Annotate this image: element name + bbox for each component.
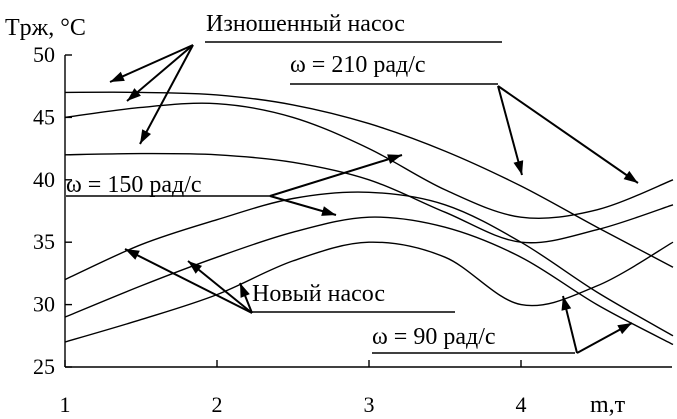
- arrow-150-new-head: [387, 154, 402, 164]
- arrow-90-new-head: [617, 323, 632, 335]
- labels: Tрж, °C m,т Изношенный насос ω = 210 рад…: [5, 11, 626, 418]
- new-pump-omega-90-line: [64, 241, 674, 343]
- worn-pump-omega-150-line: [64, 102, 674, 220]
- x-tick-label: 4: [516, 392, 527, 417]
- y-tick-label: 40: [33, 167, 55, 192]
- axes: 25 30 35 40 45 50 1 2 3 4: [33, 42, 672, 417]
- arrow-new-90-head: [240, 283, 250, 298]
- arrow-210-new-head: [623, 170, 638, 183]
- y-axis-title: Tрж, °C: [5, 15, 86, 41]
- arrow-worn-90-head: [140, 129, 151, 144]
- x-tick-label: 3: [364, 392, 375, 417]
- arrow-90-worn-head: [561, 296, 572, 311]
- x-tick-label: 2: [212, 392, 223, 417]
- annotation-worn-pump: Изношенный насос: [206, 11, 405, 37]
- new-pump-omega-150-line: [64, 216, 674, 346]
- new-pump-omega-210-line: [64, 191, 674, 337]
- arrow-150-new: [269, 154, 403, 197]
- arrow-150-worn-head: [321, 206, 336, 216]
- arrow-worn-210-head: [110, 71, 125, 82]
- arrow-new-210: [124, 248, 253, 314]
- arrow-210-worn-head: [513, 160, 524, 175]
- arrow-new-150-head: [188, 261, 202, 274]
- y-tick-label: 45: [33, 104, 55, 129]
- annotation-omega-90: ω = 90 рад/с: [372, 324, 496, 350]
- arrow-worn-150-head: [127, 88, 141, 101]
- arrow-new-210-head: [125, 249, 140, 260]
- worn-pump-omega-90-line: [64, 152, 674, 244]
- arrow-worn-210: [109, 44, 194, 83]
- x-tick-label: 1: [60, 392, 71, 417]
- annotation-omega-150: ω = 150 рад/с: [66, 172, 202, 198]
- annotation-omega-210: ω = 210 рад/с: [290, 52, 426, 78]
- annotation-new-pump: Новый насос: [252, 281, 385, 307]
- arrow-worn-90: [139, 44, 194, 145]
- y-tick-label: 30: [33, 292, 55, 317]
- x-axis-title: m,т: [590, 392, 626, 418]
- arrow-210-worn: [497, 85, 523, 176]
- arrow-210-new: [497, 85, 639, 184]
- y-tick-label: 35: [33, 229, 55, 254]
- annotation-arrows: [66, 41, 639, 354]
- y-tick-label: 25: [33, 354, 55, 379]
- arrow-worn-150: [126, 44, 194, 102]
- curves: [64, 91, 674, 346]
- y-tick-label: 50: [33, 42, 55, 67]
